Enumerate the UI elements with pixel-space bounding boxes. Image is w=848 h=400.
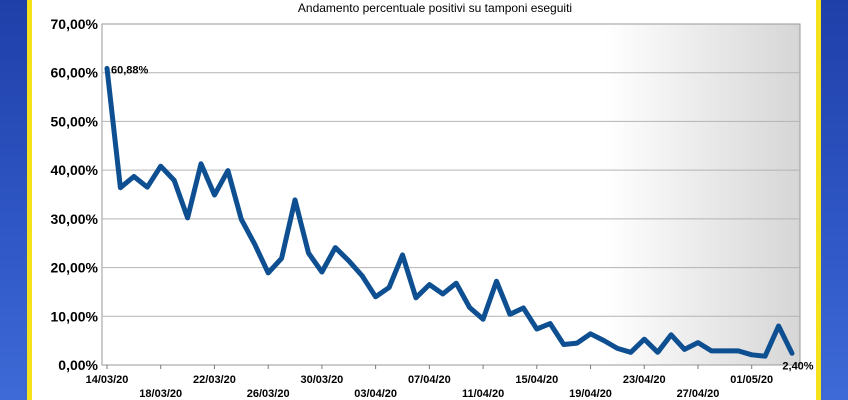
y-tick-label: 60,00% [51, 65, 99, 81]
x-tick-label: 30/03/20 [300, 374, 343, 386]
line-chart: Andamento percentuale positivi su tampon… [51, 1, 814, 400]
data-label: 60,88% [111, 64, 149, 76]
x-tick-label: 22/03/20 [193, 374, 236, 386]
chart-title: Andamento percentuale positivi su tampon… [298, 1, 572, 15]
series-line [104, 65, 795, 359]
y-tick-label: 70,00% [51, 16, 99, 32]
x-tick-label: 23/04/20 [623, 374, 666, 386]
x-tick-label: 03/04/20 [354, 388, 397, 400]
x-tick-label: 14/03/20 [86, 374, 129, 386]
y-tick-label: 10,00% [51, 308, 99, 324]
annotations: 60,88% 2,40% [111, 64, 814, 372]
x-tick-label: 01/05/20 [730, 374, 773, 386]
y-tick-label: 20,00% [51, 260, 99, 276]
y-tick-label: 50,00% [51, 113, 99, 129]
x-tick-label: 27/04/20 [677, 388, 720, 400]
y-axis-ticks: 0,00% 10,00% 20,00% 30,00% 40,00% 50,00% 60,00… [51, 16, 99, 373]
x-tick-label: 11/04/20 [462, 388, 504, 400]
y-tick-label: 0,00% [58, 357, 98, 373]
x-tick-label: 15/04/20 [515, 374, 558, 386]
y-tick-label: 30,00% [51, 211, 99, 227]
plot-area [101, 23, 801, 366]
x-axis-ticks: 14/03/20 18/03/20 22/03/20 26/03/20 30/03/20… [86, 365, 773, 400]
x-tick-label: 07/04/20 [408, 374, 451, 386]
chart-frame: Andamento percentuale positivi su tampon… [27, 0, 821, 400]
y-tick-label: 40,00% [51, 162, 99, 178]
x-tick-label: 26/03/20 [247, 388, 290, 400]
x-tick-label: 18/03/20 [139, 388, 182, 400]
gridlines [102, 72, 800, 317]
x-tick-label: 19/04/20 [569, 388, 612, 400]
data-label: 2,40% [782, 360, 813, 372]
series-group [104, 65, 795, 359]
